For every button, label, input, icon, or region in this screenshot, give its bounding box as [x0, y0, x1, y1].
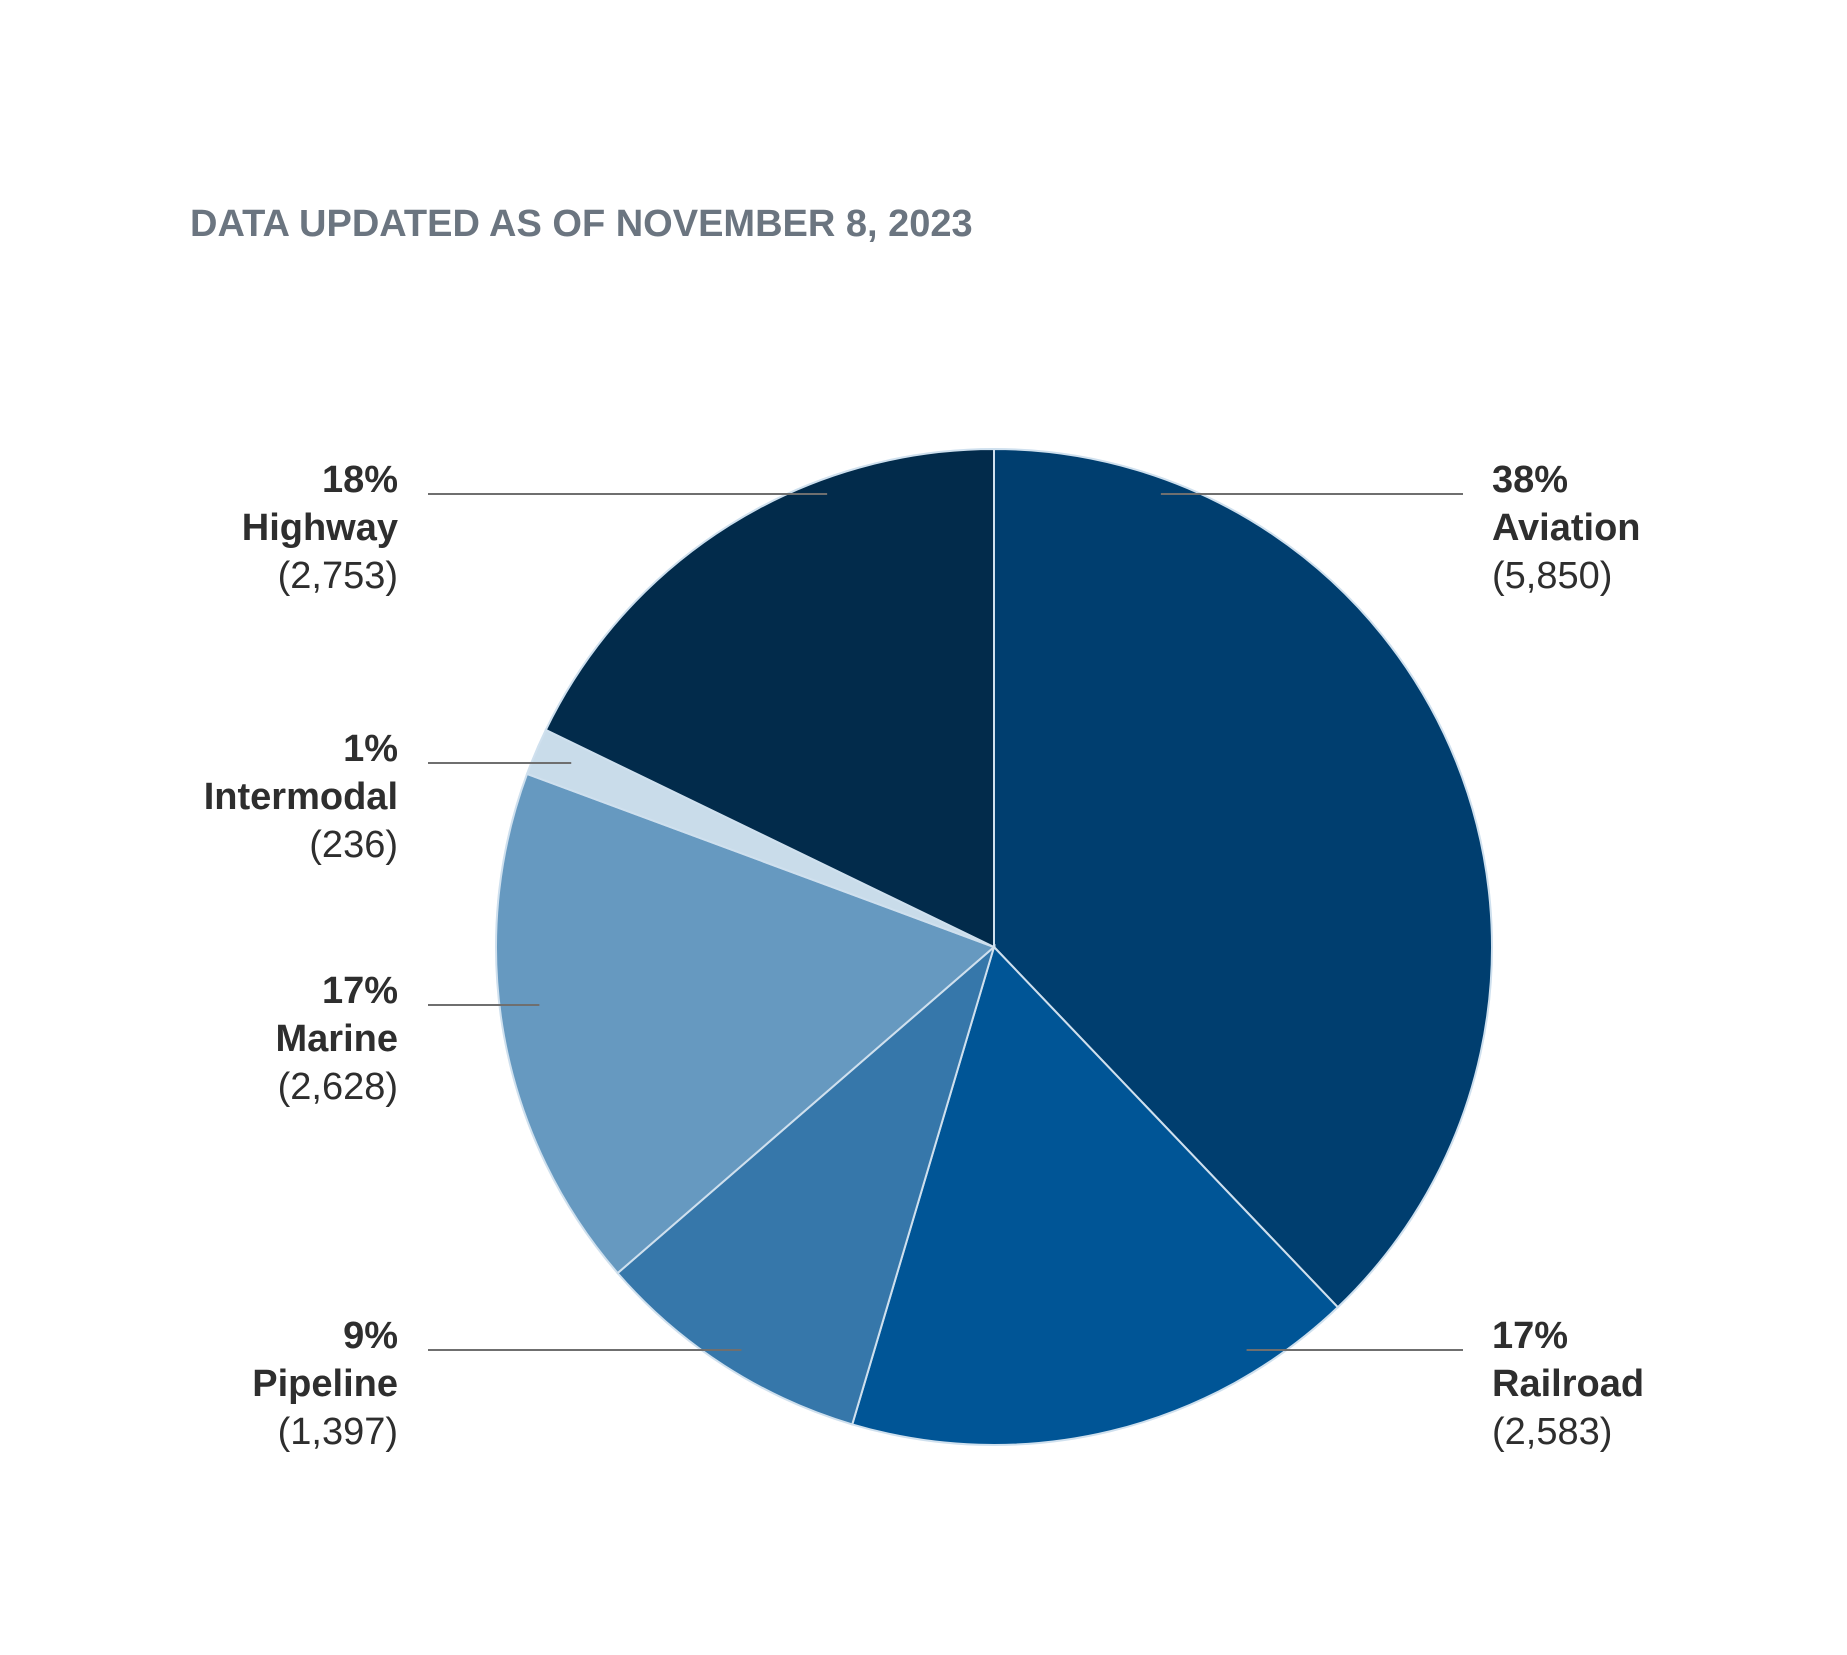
slice-label-name-highway: Highway: [242, 507, 398, 549]
slice-label-name-aviation: Aviation: [1492, 507, 1641, 549]
slice-label-count-highway: (2,753): [278, 555, 398, 597]
slice-label-count-railroad: (2,583): [1492, 1411, 1612, 1453]
slice-label-name-marine: Marine: [276, 1018, 398, 1060]
pie-slice-railroad: [851, 945, 1340, 1447]
pie-slice-marine: [495, 772, 996, 1275]
slice-label-pct-intermodal: 1%: [343, 728, 398, 770]
pie-slice-aviation: [993, 447, 1493, 1309]
slice-label-count-intermodal: (236): [309, 824, 398, 866]
slice-label-pct-highway: 18%: [322, 459, 398, 501]
slice-labels: 38% Aviation (5,850) 17% Railroad (2,583) 9% Pi…: [204, 459, 1644, 1453]
leader-lines: [428, 493, 1463, 1351]
pie-slice-pipeline: [616, 944, 996, 1426]
pie-slice-highway: [544, 447, 995, 949]
slice-label-name-intermodal: Intermodal: [204, 776, 398, 818]
slice-label-count-marine: (2,628): [278, 1066, 398, 1108]
slice-label-count-aviation: (5,850): [1492, 555, 1612, 597]
chart-subtitle: DATA UPDATED AS OF NOVEMBER 8, 2023: [190, 203, 973, 245]
slice-label-name-pipeline: Pipeline: [252, 1363, 398, 1405]
slice-label-pct-aviation: 38%: [1492, 459, 1568, 501]
slice-label-name-railroad: Railroad: [1492, 1363, 1644, 1405]
slice-label-count-pipeline: (1,397): [278, 1411, 398, 1453]
pie-slices: [495, 447, 1493, 1447]
slice-label-pct-railroad: 17%: [1492, 1315, 1568, 1357]
slice-label-pct-pipeline: 9%: [343, 1315, 398, 1357]
slice-label-pct-marine: 17%: [322, 970, 398, 1012]
